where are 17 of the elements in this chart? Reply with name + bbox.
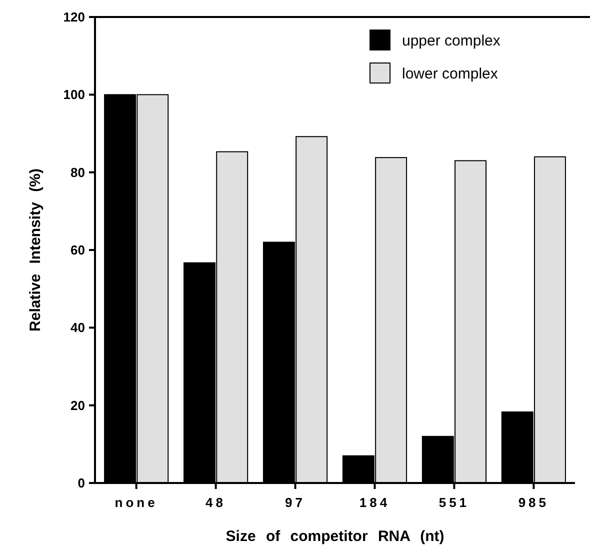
x-tick-label: 551	[438, 495, 470, 510]
y-tick-label: 60	[70, 242, 85, 258]
x-tick-label: none	[114, 495, 158, 510]
y-tick-label: 80	[70, 164, 85, 180]
legend-label: lower complex	[402, 65, 498, 82]
y-tick-label: 120	[63, 10, 85, 25]
y-axis-title: Relative Intensity (%)	[27, 168, 44, 332]
x-axis-title: Size of competitor RNA (nt)	[226, 528, 444, 545]
y-tick-label: 20	[70, 398, 85, 413]
x-tick-label: 97	[285, 495, 306, 510]
x-tick-label: 184	[359, 495, 390, 510]
y-tick-label: 40	[70, 320, 85, 336]
y-tick-label: 100	[63, 87, 85, 102]
x-tick-label: 48	[206, 495, 226, 510]
y-tick-label: 0	[78, 476, 85, 491]
x-tick-label: 985	[518, 495, 550, 510]
legend-label: upper complex	[402, 32, 501, 50]
